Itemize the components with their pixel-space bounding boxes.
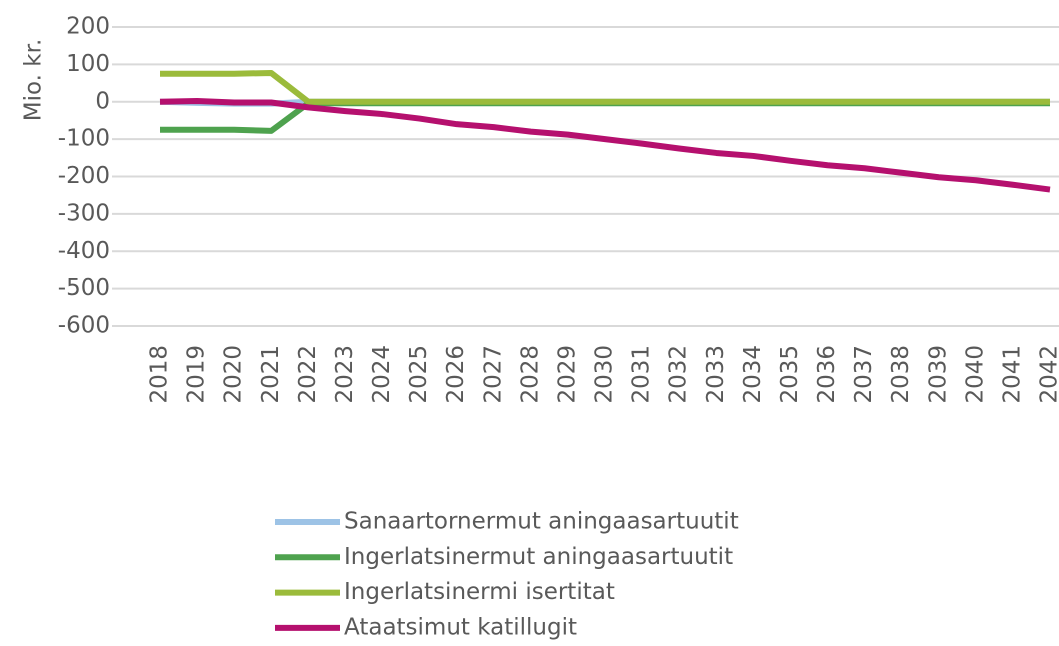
y-tick-label: 100 [66, 51, 110, 77]
x-tick-label: 2036 [814, 345, 840, 404]
legend-label: Sanaartornermut aningaasartuutit [344, 509, 739, 535]
x-tick-label: 2025 [406, 345, 432, 404]
y-tick-label: -600 [58, 313, 110, 339]
legend-label: Ingerlatsinermut aningaasartuutit [344, 544, 733, 570]
y-tick-label: -200 [58, 163, 110, 189]
y-tick-label: 200 [66, 14, 110, 40]
x-tick-label: 2032 [666, 345, 692, 404]
x-tick-label: 2031 [629, 345, 655, 404]
x-tick-label: 2021 [258, 345, 284, 404]
y-tick-label: -100 [58, 126, 110, 152]
x-tick-label: 2038 [888, 345, 914, 404]
legend-label: Ingerlatsinermi isertitat [344, 579, 615, 605]
x-tick-label: 2024 [369, 345, 395, 404]
y-tick-label: -500 [58, 275, 110, 301]
x-tick-label: 2033 [703, 345, 729, 404]
x-tick-label: 2027 [480, 345, 506, 404]
x-tick-label: 2029 [554, 345, 580, 404]
x-tick-label: 2041 [999, 345, 1025, 404]
x-tick-label: 2022 [295, 345, 321, 404]
x-tick-label: 2018 [147, 345, 173, 404]
x-tick-label: 2030 [592, 345, 618, 404]
legend-label: Ataatsimut katillugit [344, 614, 577, 640]
y-tick-label: -300 [58, 200, 110, 226]
y-axis-label: Mio. kr. [21, 39, 47, 122]
series-line [159, 98, 1051, 193]
y-tick-label: -400 [58, 238, 110, 264]
x-tick-label: 2035 [777, 345, 803, 404]
x-tick-label: 2042 [1037, 345, 1059, 404]
x-tick-label: 2039 [925, 345, 951, 404]
x-tick-label: 2028 [517, 345, 543, 404]
x-tick-label: 2023 [332, 345, 358, 404]
x-tick-label: 2019 [184, 345, 210, 404]
x-tick-label: 2040 [962, 345, 988, 404]
x-tick-label: 2034 [740, 345, 766, 404]
x-tick-label: 2037 [851, 345, 877, 404]
x-tick-label: 2020 [221, 345, 247, 404]
x-tick-label: 2026 [443, 345, 469, 404]
y-tick-label: 0 [95, 88, 110, 114]
series-line [160, 69, 1050, 105]
